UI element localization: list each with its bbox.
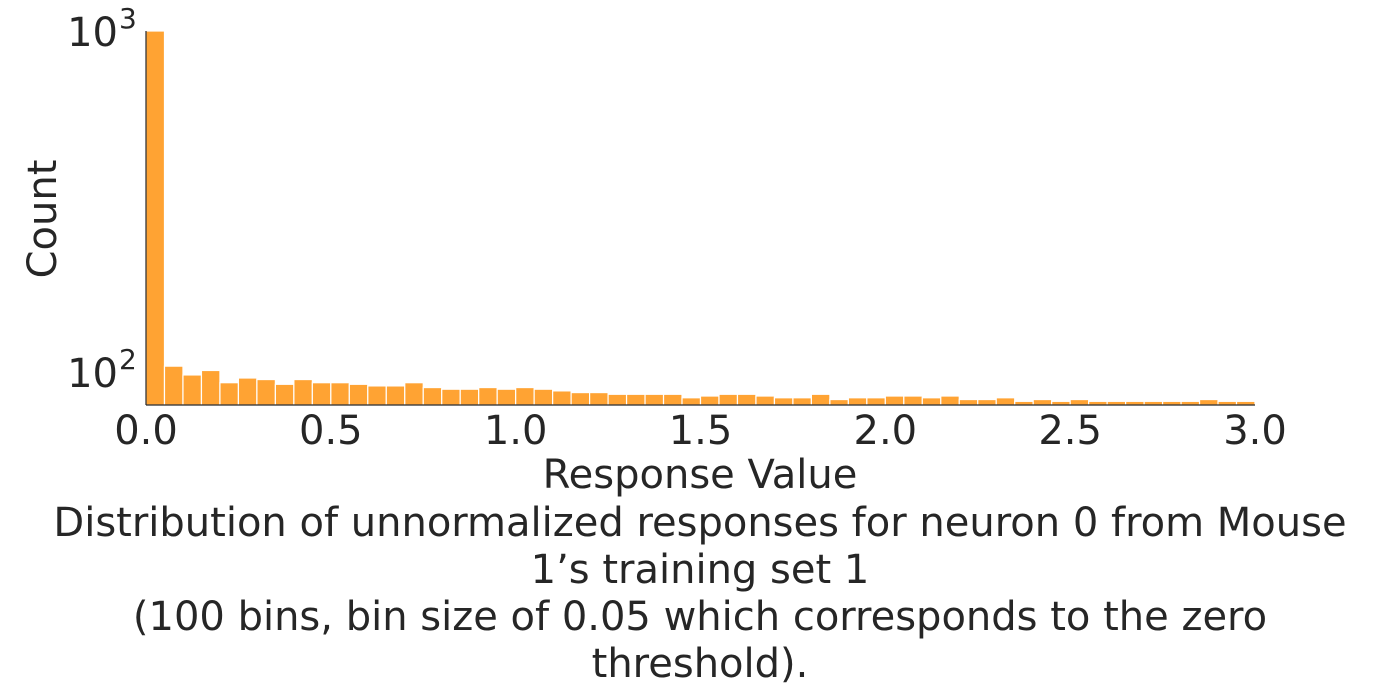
histogram-bar: [478, 386, 498, 406]
x-tick-label: 0.5: [299, 408, 363, 454]
histogram-bar: [256, 378, 276, 406]
histogram-bar: [625, 393, 646, 406]
y-tick-exponent: 3: [119, 2, 137, 35]
y-tick-base: 10: [67, 10, 118, 56]
histogram-bar: [588, 391, 609, 406]
histogram-bar: [200, 369, 221, 406]
x-tick-label: 3.0: [1223, 408, 1287, 454]
histogram-bar: [903, 395, 923, 406]
y-tick-base: 10: [67, 351, 118, 397]
histogram-bar: [163, 365, 184, 406]
y-tick-label: 10 3: [67, 2, 137, 56]
histogram-bar: [1069, 398, 1090, 406]
figure-caption: Distribution of unnormalized responses f…: [0, 500, 1400, 688]
histogram-bar: [958, 398, 979, 406]
histogram-bar: [219, 382, 240, 406]
histogram-bar: [552, 390, 572, 406]
histogram-bar: [145, 30, 166, 406]
histogram-bar: [773, 397, 794, 406]
histogram-bar: [699, 395, 720, 406]
histogram-bar: [607, 393, 628, 406]
histogram-bar: [736, 393, 757, 406]
caption-line-2: 1’s training set 1: [530, 547, 870, 593]
histogram-bar: [977, 398, 997, 406]
histogram-bar: [533, 388, 554, 406]
histogram-bar: [293, 378, 313, 406]
histogram-bar: [995, 397, 1016, 406]
y-tick-exponent: 2: [119, 343, 137, 376]
histogram-bar: [459, 388, 480, 406]
histogram-bar: [681, 397, 702, 406]
histogram-bar: [348, 383, 369, 406]
histogram-bar: [810, 393, 831, 406]
x-tick-label: 2.0: [854, 408, 918, 454]
histogram-bar: [311, 382, 332, 406]
x-axis-label: Response Value: [543, 452, 858, 498]
x-tick-label: 0.0: [114, 408, 178, 454]
x-tick-label: 2.5: [1038, 408, 1102, 454]
histogram-bar: [884, 395, 905, 406]
x-tick-label: 1.0: [484, 408, 548, 454]
histogram-bar: [515, 386, 535, 406]
histogram-bar: [385, 385, 406, 406]
histogram-bar: [570, 391, 591, 406]
histogram-bar: [940, 395, 960, 406]
histogram-bar: [1032, 398, 1053, 406]
histogram-bar: [422, 386, 443, 406]
histogram-bar: [644, 393, 665, 406]
x-axis-ticks: 0.0 0.5 1.0 1.5 2.0 2.5 3.0: [114, 408, 1287, 454]
histogram-bar: [496, 388, 517, 406]
histogram-bar: [182, 374, 203, 406]
histogram-bar: [866, 397, 886, 406]
x-tick-label: 1.5: [669, 408, 733, 454]
histogram-bar: [921, 397, 942, 406]
caption-line-4: threshold).: [591, 641, 809, 687]
caption-line-3: (100 bins, bin size of 0.05 which corres…: [132, 594, 1268, 640]
histogram-bar: [274, 383, 295, 406]
histogram-bar: [755, 395, 776, 406]
histogram-bar: [662, 393, 683, 406]
y-tick-label: 10 2: [67, 343, 137, 397]
histogram-bar: [829, 398, 849, 406]
histogram-bar: [441, 388, 461, 406]
histogram-bar: [718, 393, 739, 406]
histogram-bars: [145, 30, 1256, 406]
histogram-bar: [792, 397, 813, 406]
histogram-bar: [404, 382, 424, 406]
caption-line-1: Distribution of unnormalized responses f…: [53, 500, 1347, 546]
y-axis-label: Count: [20, 160, 66, 279]
histogram-bar: [367, 385, 387, 406]
histogram-bar: [1198, 398, 1219, 406]
histogram-bar: [330, 382, 350, 406]
histogram-bar: [847, 397, 868, 406]
histogram-bar: [237, 377, 258, 406]
